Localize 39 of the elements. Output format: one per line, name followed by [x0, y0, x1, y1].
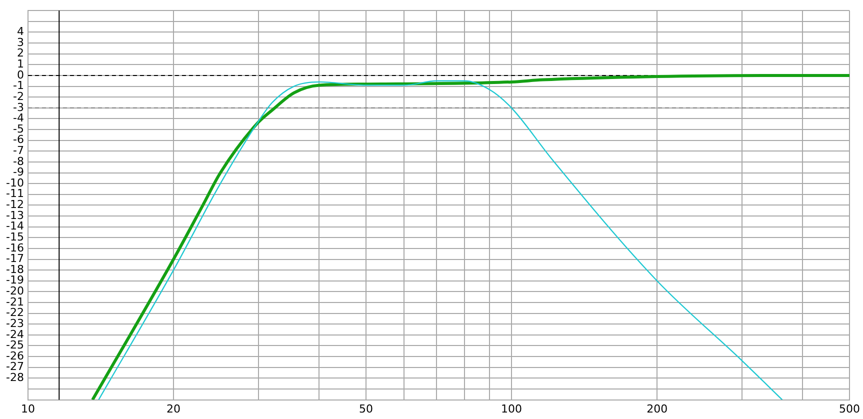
y-tick-label: -4: [13, 112, 24, 125]
x-tick-label: 200: [646, 402, 668, 416]
y-tick-label: -27: [6, 360, 24, 374]
x-tick-label: 100: [501, 402, 522, 416]
y-tick-label: -1: [13, 79, 24, 92]
y-tick-label: -12: [6, 198, 24, 212]
y-tick-label: -7: [13, 144, 24, 158]
y-tick-label: -18: [6, 262, 24, 276]
y-tick-label: -17: [6, 252, 24, 266]
y-tick-label: -28: [6, 371, 24, 384]
y-tick-label: -10: [6, 176, 24, 190]
y-tick-label: -21: [6, 295, 24, 308]
y-tick-label: -9: [13, 166, 24, 179]
y-tick-label: -23: [6, 316, 24, 330]
y-tick-label: 3: [16, 36, 24, 49]
y-tick-label: -6: [13, 133, 24, 146]
y-tick-label: -13: [6, 208, 24, 222]
y-tick-label: -5: [13, 122, 24, 136]
y-tick-label: -11: [6, 187, 24, 200]
y-tick-label: -19: [6, 274, 24, 287]
x-tick-label: 50: [358, 402, 373, 416]
y-tick-label: 4: [16, 25, 24, 38]
y-tick-label: -22: [6, 306, 24, 320]
y-tick-label: -25: [6, 338, 24, 352]
y-tick-label: 1: [16, 58, 24, 71]
y-tick-label: 0: [16, 68, 24, 82]
y-tick-label: -16: [6, 241, 24, 254]
y-tick-label: -24: [6, 328, 24, 341]
x-tick-label: 10: [20, 402, 35, 416]
y-tick-label: -14: [6, 220, 24, 233]
y-tick-label: -2: [13, 90, 24, 103]
x-tick-label: 20: [166, 402, 181, 416]
y-tick-label: -26: [6, 349, 24, 362]
y-tick-label: -20: [6, 284, 24, 298]
y-tick-label: -8: [13, 154, 24, 168]
x-tick-label: 500: [839, 402, 860, 416]
y-tick-label: 2: [16, 46, 24, 60]
y-tick-label: -3: [13, 100, 24, 114]
y-tick-label: -15: [6, 230, 24, 244]
